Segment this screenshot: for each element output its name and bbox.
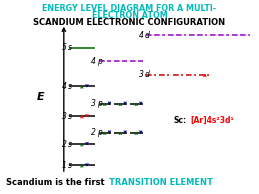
Text: p: p <box>97 99 102 108</box>
Text: d: d <box>145 70 150 79</box>
Text: s: s <box>68 43 72 52</box>
Text: TRANSITION ELEMENT: TRANSITION ELEMENT <box>109 178 213 187</box>
Text: ENERGY LEVEL DIAGRAM FOR A MULTI-: ENERGY LEVEL DIAGRAM FOR A MULTI- <box>42 3 217 13</box>
Text: d: d <box>145 31 150 40</box>
Text: 3: 3 <box>91 99 96 108</box>
Text: 3: 3 <box>139 70 144 79</box>
Text: Scandium is the first: Scandium is the first <box>6 178 107 187</box>
Text: p: p <box>97 128 102 137</box>
Text: Sc:: Sc: <box>173 116 186 125</box>
Text: 5: 5 <box>61 43 66 52</box>
Text: p: p <box>97 57 102 66</box>
Text: 1: 1 <box>61 161 66 170</box>
Text: s: s <box>68 112 72 121</box>
Text: 3: 3 <box>61 112 66 121</box>
Text: SCANDIUM ELECTRONIC CONFIGURATION: SCANDIUM ELECTRONIC CONFIGURATION <box>33 18 226 27</box>
Text: s: s <box>68 161 72 170</box>
Text: s: s <box>68 82 72 91</box>
Text: 4: 4 <box>61 82 66 91</box>
Text: 4: 4 <box>139 31 144 40</box>
Text: 4: 4 <box>91 57 96 66</box>
Text: 2: 2 <box>91 128 96 137</box>
Text: [Ar]4s²3d¹: [Ar]4s²3d¹ <box>190 116 234 125</box>
Text: 2: 2 <box>61 140 66 149</box>
Text: s: s <box>68 140 72 149</box>
Text: E: E <box>37 92 45 102</box>
Text: ELECTRON ATOM: ELECTRON ATOM <box>92 11 167 20</box>
